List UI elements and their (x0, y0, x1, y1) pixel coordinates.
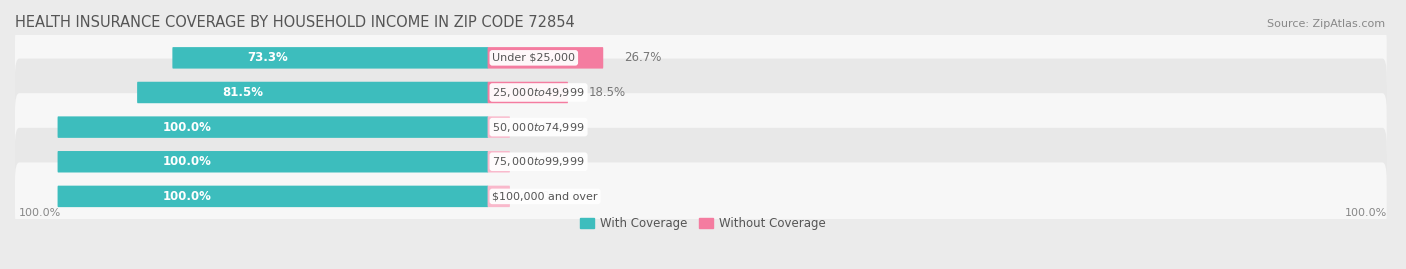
Text: 81.5%: 81.5% (222, 86, 263, 99)
Text: 0.0%: 0.0% (531, 121, 561, 134)
FancyBboxPatch shape (58, 116, 488, 138)
Text: 18.5%: 18.5% (589, 86, 626, 99)
Text: $100,000 and over: $100,000 and over (492, 191, 598, 201)
Text: 26.7%: 26.7% (624, 51, 662, 64)
Text: 100.0%: 100.0% (1344, 208, 1386, 218)
Text: HEALTH INSURANCE COVERAGE BY HOUSEHOLD INCOME IN ZIP CODE 72854: HEALTH INSURANCE COVERAGE BY HOUSEHOLD I… (15, 15, 575, 30)
FancyBboxPatch shape (15, 128, 1386, 196)
Text: 100.0%: 100.0% (20, 208, 62, 218)
Text: $50,000 to $74,999: $50,000 to $74,999 (492, 121, 585, 134)
Text: 0.0%: 0.0% (531, 190, 561, 203)
Text: $75,000 to $99,999: $75,000 to $99,999 (492, 155, 585, 168)
Text: 100.0%: 100.0% (163, 155, 211, 168)
FancyBboxPatch shape (15, 93, 1386, 161)
Text: 100.0%: 100.0% (163, 190, 211, 203)
FancyBboxPatch shape (488, 47, 603, 69)
FancyBboxPatch shape (488, 116, 510, 138)
Text: 73.3%: 73.3% (247, 51, 288, 64)
FancyBboxPatch shape (138, 82, 488, 103)
Text: Source: ZipAtlas.com: Source: ZipAtlas.com (1267, 19, 1385, 29)
Text: $25,000 to $49,999: $25,000 to $49,999 (492, 86, 585, 99)
Text: 100.0%: 100.0% (163, 121, 211, 134)
FancyBboxPatch shape (488, 186, 510, 207)
FancyBboxPatch shape (173, 47, 488, 69)
FancyBboxPatch shape (488, 82, 568, 103)
Text: 0.0%: 0.0% (531, 155, 561, 168)
FancyBboxPatch shape (488, 151, 510, 172)
FancyBboxPatch shape (15, 59, 1386, 126)
Text: Under $25,000: Under $25,000 (492, 53, 575, 63)
FancyBboxPatch shape (58, 186, 488, 207)
Legend: With Coverage, Without Coverage: With Coverage, Without Coverage (575, 213, 831, 235)
FancyBboxPatch shape (15, 24, 1386, 92)
FancyBboxPatch shape (58, 151, 488, 172)
FancyBboxPatch shape (15, 162, 1386, 230)
